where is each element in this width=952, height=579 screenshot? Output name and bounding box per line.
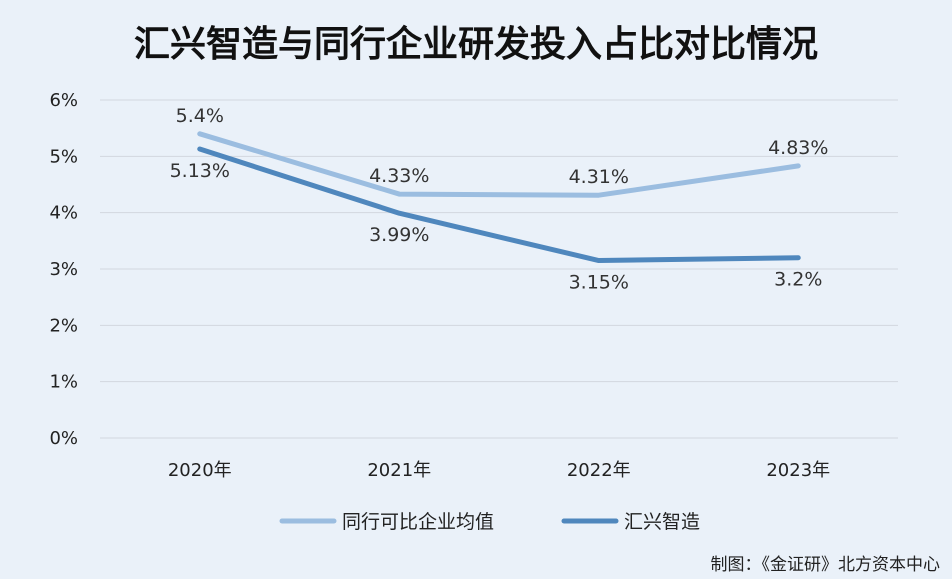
data-label: 4.83% <box>768 137 828 159</box>
grid <box>100 99 898 439</box>
series-line-2 <box>197 146 801 264</box>
series-lines <box>197 131 801 264</box>
x-tick-label: 2021年 <box>367 460 431 481</box>
data-label: 3.2% <box>774 269 822 291</box>
data-label: 4.33% <box>369 165 429 187</box>
data-label: 4.31% <box>569 166 629 188</box>
y-tick-label: 3% <box>49 259 78 280</box>
y-tick-label: 5% <box>49 146 78 167</box>
x-tick-label: 2023年 <box>766 460 830 481</box>
series-line-1 <box>197 131 801 198</box>
legend-label: 同行可比企业均值 <box>342 511 494 533</box>
y-tick-label: 6% <box>49 90 78 111</box>
chart-title: 汇兴智造与同行企业研发投入占比对比情况 <box>134 23 818 65</box>
y-tick-label: 0% <box>49 428 78 449</box>
data-label: 5.13% <box>170 160 230 182</box>
y-tick-label: 1% <box>49 372 78 393</box>
x-tick-label: 2022年 <box>567 460 631 481</box>
data-label: 3.99% <box>369 224 429 246</box>
source-credit: 制图：《金证研》北方资本中心 <box>711 555 941 575</box>
legend: 同行可比企业均值 汇兴智造 <box>279 511 700 533</box>
y-tick-label: 2% <box>49 315 78 336</box>
data-label: 5.4% <box>176 105 224 127</box>
legend-label: 汇兴智造 <box>624 511 700 533</box>
y-axis-ticks: 0% 1% 2% 3% 4% 5% 6% <box>49 90 78 449</box>
data-labels: 5.4% 5.13% 4.33% 3.99% 4.31% 3.15% 4.83% 3.2% <box>170 105 829 294</box>
y-tick-label: 4% <box>49 203 78 224</box>
x-tick-label: 2020年 <box>168 460 232 481</box>
x-axis-ticks: 2020年 2021年 2022年 2023年 <box>168 460 830 481</box>
data-label: 3.15% <box>569 272 629 294</box>
